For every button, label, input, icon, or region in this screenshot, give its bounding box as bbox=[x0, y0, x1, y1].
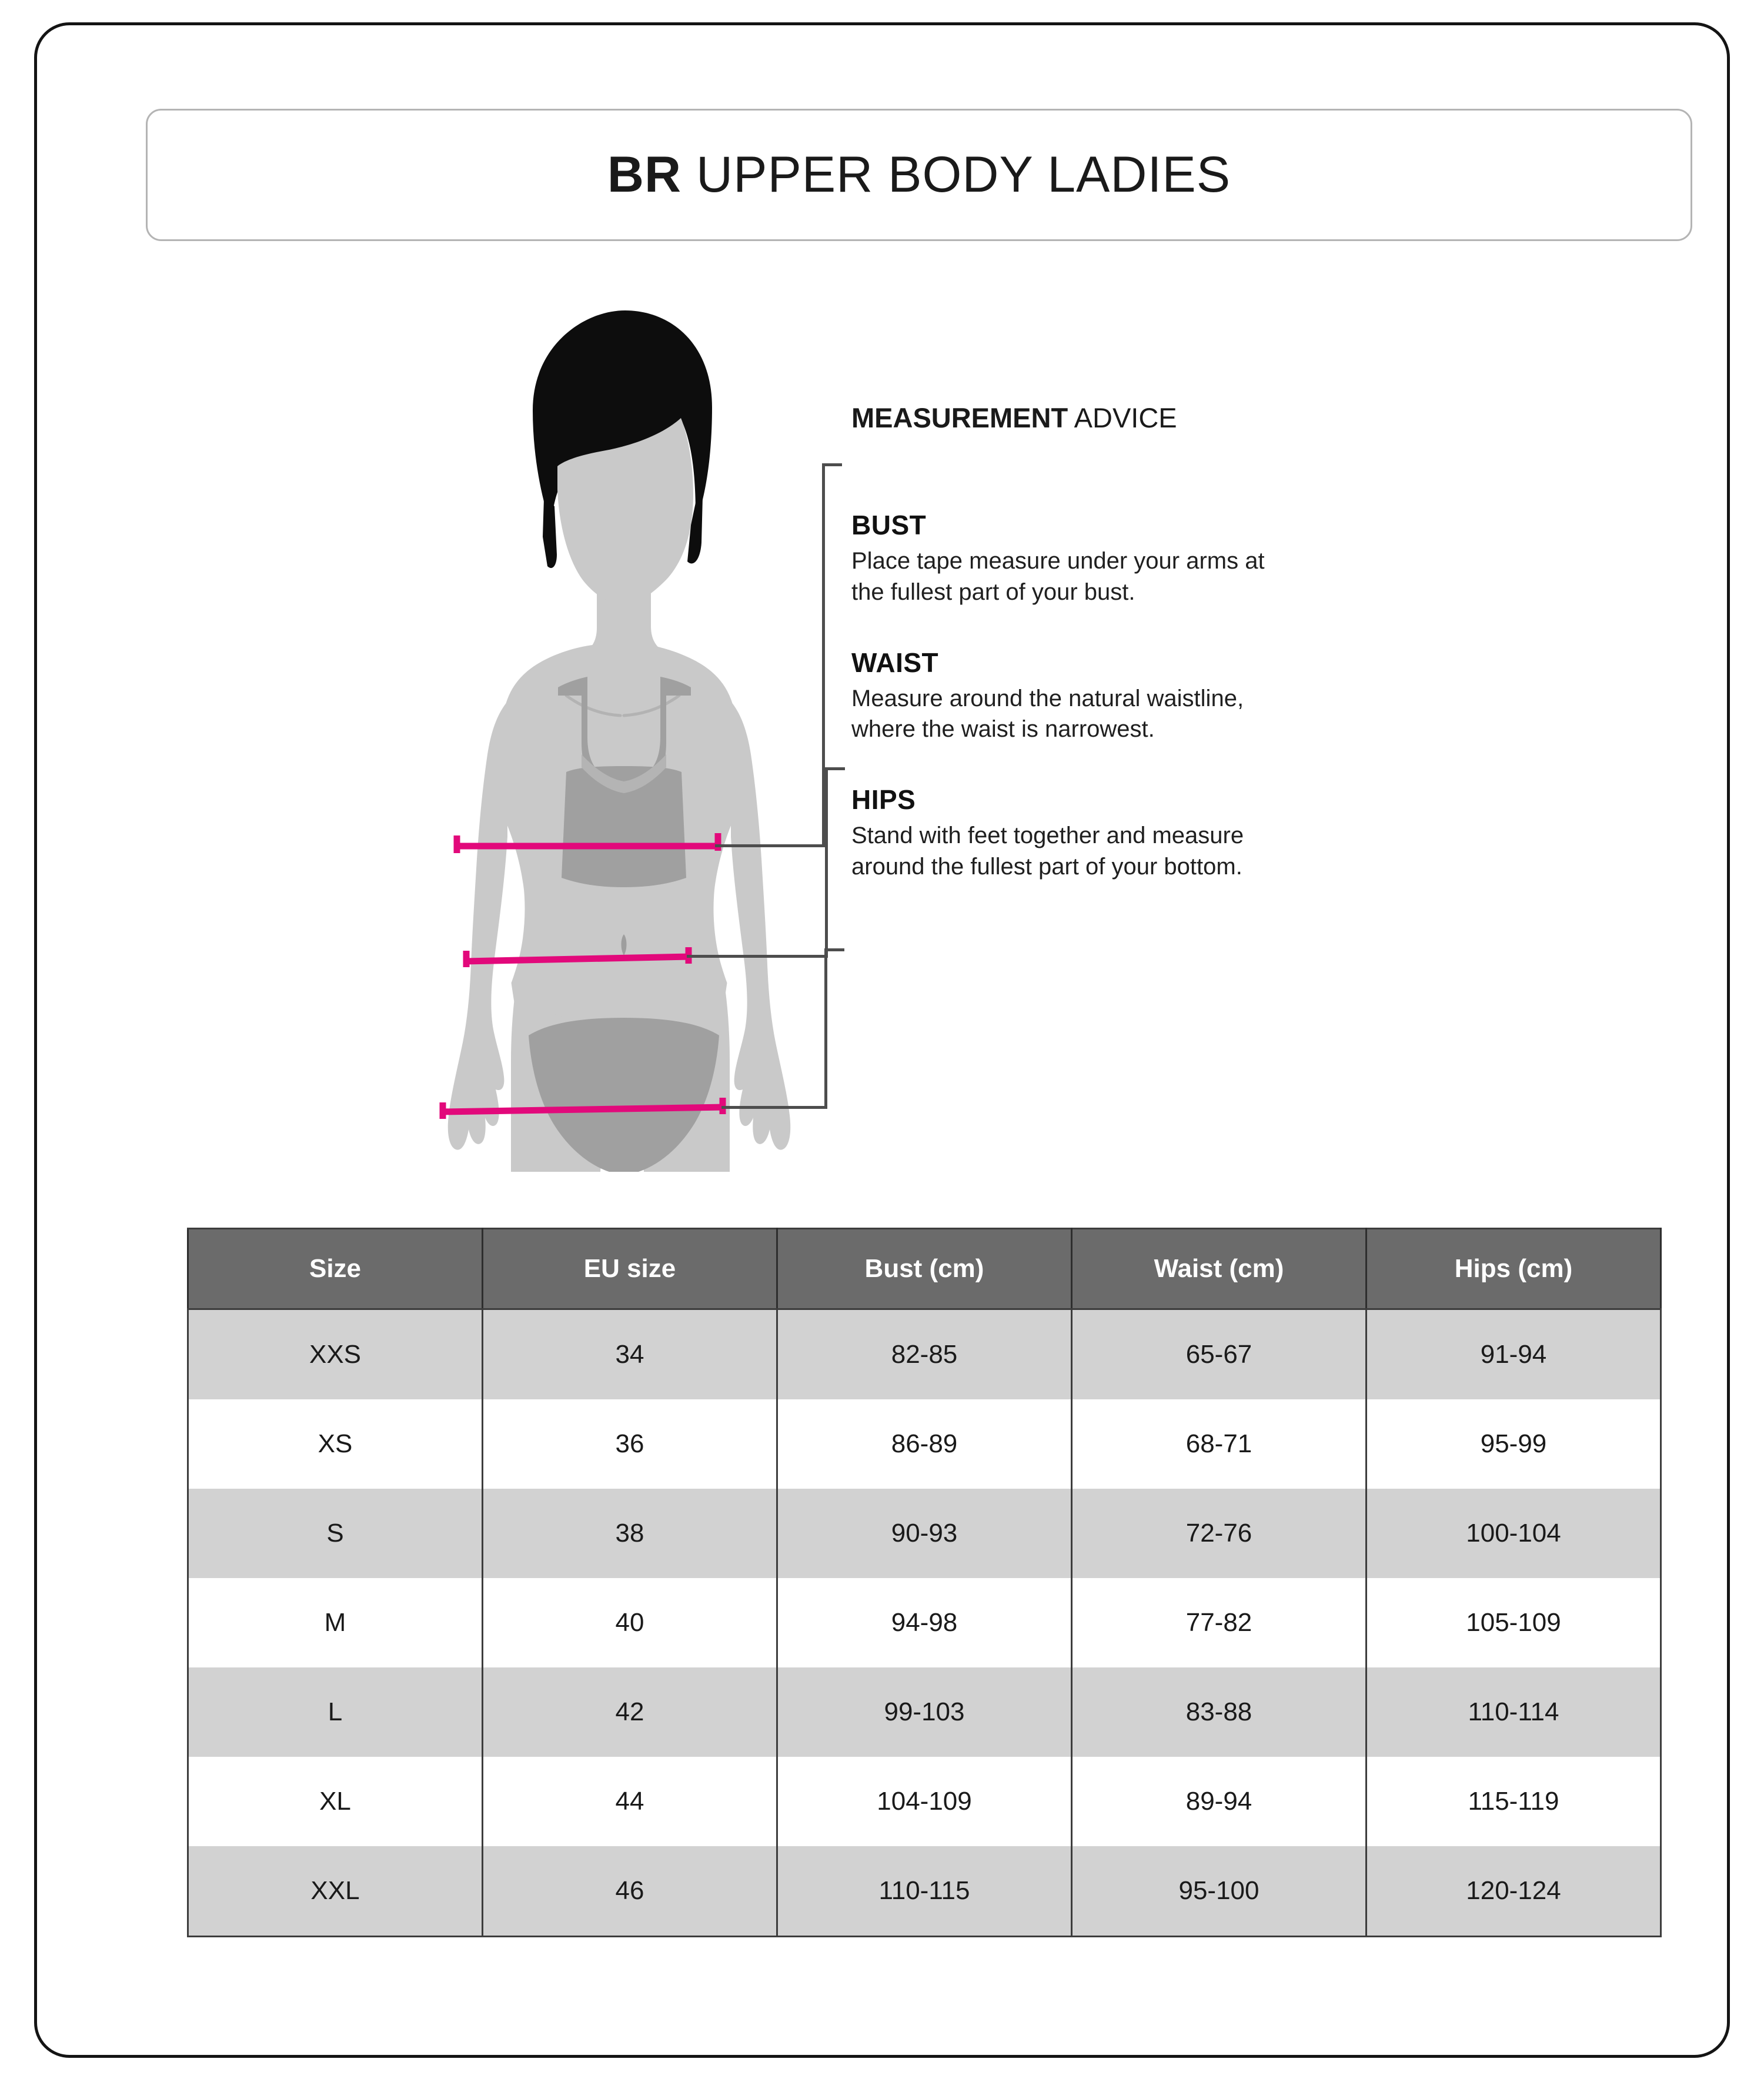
bra-cup-notch bbox=[582, 754, 666, 793]
cell-bust: 90-93 bbox=[776, 1489, 1073, 1578]
page-title: BR UPPER BODY LADIES bbox=[607, 146, 1231, 204]
cell-eu-size: 34 bbox=[482, 1309, 778, 1399]
size-table-head: Size EU size Bust (cm) Waist (cm) Hips (… bbox=[187, 1228, 1662, 1310]
title-box: BR UPPER BODY LADIES bbox=[146, 109, 1692, 241]
hair-sideburn-right bbox=[687, 497, 703, 564]
advice-item-hips: HIPS Stand with feet together and measur… bbox=[851, 784, 1498, 883]
cell-eu-size: 40 bbox=[482, 1578, 778, 1667]
cell-hips: 100-104 bbox=[1365, 1489, 1662, 1578]
column-header-eu-size: EU size bbox=[482, 1228, 778, 1310]
chart-card-frame: BR UPPER BODY LADIES bbox=[34, 22, 1730, 2058]
cell-size: XS bbox=[187, 1399, 483, 1489]
cell-hips: 110-114 bbox=[1365, 1667, 1662, 1757]
table-row: M 40 94-98 77-82 105-109 bbox=[187, 1578, 1662, 1667]
cell-bust: 86-89 bbox=[776, 1399, 1073, 1489]
bust-leader-line bbox=[715, 844, 825, 847]
table-row: L 42 99-103 83-88 110-114 bbox=[187, 1667, 1662, 1757]
table-row: S 38 90-93 72-76 100-104 bbox=[187, 1489, 1662, 1578]
arm-right-shape bbox=[731, 701, 791, 1150]
bust-leader-drop bbox=[822, 463, 825, 847]
table-row: XXS 34 82-85 65-67 91-94 bbox=[187, 1309, 1662, 1399]
waist-leader-drop bbox=[825, 767, 828, 958]
cell-hips: 120-124 bbox=[1365, 1846, 1662, 1937]
cell-size: XXS bbox=[187, 1309, 483, 1399]
cell-waist: 83-88 bbox=[1071, 1667, 1367, 1757]
cell-bust: 82-85 bbox=[776, 1309, 1073, 1399]
title-rest: UPPER BODY LADIES bbox=[681, 146, 1231, 203]
cell-bust: 94-98 bbox=[776, 1578, 1073, 1667]
advice-label-hips: HIPS bbox=[851, 784, 916, 815]
cell-waist: 68-71 bbox=[1071, 1399, 1367, 1489]
table-row: XL 44 104-109 89-94 115-119 bbox=[187, 1757, 1662, 1846]
advice-item-bust: BUST Place tape measure under your arms … bbox=[851, 509, 1498, 608]
title-brand: BR bbox=[607, 146, 682, 203]
advice-label-bust: BUST bbox=[851, 510, 927, 540]
hips-leader-line bbox=[721, 1106, 827, 1109]
cell-size: L bbox=[187, 1667, 483, 1757]
body-illustration bbox=[390, 290, 848, 1172]
advice-item-waist: WAIST Measure around the natural waistli… bbox=[851, 647, 1498, 746]
column-header-waist: Waist (cm) bbox=[1071, 1228, 1367, 1310]
cell-waist: 72-76 bbox=[1071, 1489, 1367, 1578]
cell-size: XL bbox=[187, 1757, 483, 1846]
cell-eu-size: 46 bbox=[482, 1846, 778, 1937]
cell-eu-size: 42 bbox=[482, 1667, 778, 1757]
size-table-container: Size EU size Bust (cm) Waist (cm) Hips (… bbox=[187, 1228, 1662, 1937]
cell-waist: 65-67 bbox=[1071, 1309, 1367, 1399]
hips-leader-tick bbox=[824, 948, 844, 951]
cell-size: S bbox=[187, 1489, 483, 1578]
cell-waist: 89-94 bbox=[1071, 1757, 1367, 1846]
table-header-row: Size EU size Bust (cm) Waist (cm) Hips (… bbox=[187, 1228, 1662, 1310]
advice-heading-rest: ADVICE bbox=[1068, 402, 1177, 433]
cell-hips: 91-94 bbox=[1365, 1309, 1662, 1399]
cell-bust: 110-115 bbox=[776, 1846, 1073, 1937]
bra-band-shape bbox=[562, 766, 686, 887]
column-header-size: Size bbox=[187, 1228, 483, 1310]
bust-leader-tick bbox=[822, 463, 842, 466]
size-table-body: XXS 34 82-85 65-67 91-94 XS 36 86-89 68-… bbox=[187, 1309, 1662, 1937]
briefs-shape bbox=[529, 1018, 719, 1172]
cell-eu-size: 38 bbox=[482, 1489, 778, 1578]
cell-bust: 104-109 bbox=[776, 1757, 1073, 1846]
size-table: Size EU size Bust (cm) Waist (cm) Hips (… bbox=[187, 1228, 1662, 1937]
face-shape bbox=[557, 418, 693, 604]
cell-size: M bbox=[187, 1578, 483, 1667]
cell-eu-size: 44 bbox=[482, 1757, 778, 1846]
cell-bust: 99-103 bbox=[776, 1667, 1073, 1757]
cell-hips: 95-99 bbox=[1365, 1399, 1662, 1489]
advice-heading: MEASUREMENT ADVICE bbox=[851, 402, 1498, 434]
cell-size: XXL bbox=[187, 1846, 483, 1937]
column-header-bust: Bust (cm) bbox=[776, 1228, 1073, 1310]
hair-sideburn-left bbox=[543, 499, 557, 569]
advice-text-hips: Stand with feet together and measure aro… bbox=[851, 823, 1244, 880]
cell-waist: 95-100 bbox=[1071, 1846, 1367, 1937]
hips-leader-drop bbox=[824, 948, 827, 1109]
cell-hips: 105-109 bbox=[1365, 1578, 1662, 1667]
female-body-silhouette-svg bbox=[439, 310, 791, 1172]
bust-measure-line bbox=[453, 833, 721, 853]
table-row: XXL 46 110-115 95-100 120-124 bbox=[187, 1846, 1662, 1937]
navel-mark bbox=[621, 934, 627, 955]
measurement-advice-panel: MEASUREMENT ADVICE BUST Place tape measu… bbox=[851, 402, 1498, 919]
advice-label-waist: WAIST bbox=[851, 647, 939, 678]
cell-hips: 115-119 bbox=[1365, 1757, 1662, 1846]
arm-left-shape bbox=[447, 701, 507, 1150]
cell-eu-size: 36 bbox=[482, 1399, 778, 1489]
waist-leader-tick bbox=[825, 767, 845, 770]
waist-leader-line bbox=[687, 955, 828, 958]
cell-waist: 77-82 bbox=[1071, 1578, 1367, 1667]
collarbone-lines bbox=[564, 694, 681, 717]
advice-text-waist: Measure around the natural waistline, wh… bbox=[851, 685, 1244, 743]
table-row: XS 36 86-89 68-71 95-99 bbox=[187, 1399, 1662, 1489]
column-header-hips: Hips (cm) bbox=[1365, 1228, 1662, 1310]
advice-text-bust: Place tape measure under your arms at th… bbox=[851, 548, 1265, 605]
advice-heading-strong: MEASUREMENT bbox=[851, 402, 1068, 433]
